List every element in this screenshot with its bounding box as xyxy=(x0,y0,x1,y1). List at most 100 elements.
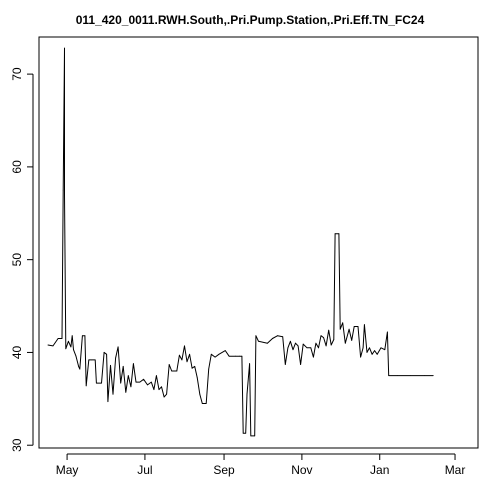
data-point xyxy=(339,328,341,330)
data-point xyxy=(210,353,212,355)
data-point xyxy=(323,337,324,338)
data-point xyxy=(245,432,247,434)
data-point xyxy=(199,393,201,395)
data-point xyxy=(362,347,364,349)
data-point xyxy=(107,401,109,402)
data-point xyxy=(189,353,191,355)
data-point xyxy=(313,356,314,358)
data-point xyxy=(191,367,193,369)
data-point xyxy=(139,381,141,383)
data-point xyxy=(110,365,111,366)
data-point xyxy=(342,322,344,324)
data-point xyxy=(371,353,373,355)
data-point xyxy=(64,194,65,196)
data-point xyxy=(351,340,353,341)
data-point xyxy=(153,389,155,390)
data-point xyxy=(57,338,59,339)
data-point xyxy=(242,432,244,434)
data-point xyxy=(297,345,299,347)
data-point xyxy=(315,342,317,344)
data-point xyxy=(250,435,252,437)
data-point xyxy=(295,342,296,344)
data-point xyxy=(186,361,188,363)
data-point xyxy=(306,347,308,349)
x-tick-label: Sep xyxy=(213,463,235,477)
data-point xyxy=(73,349,74,351)
data-point xyxy=(364,324,365,325)
x-tick-label: May xyxy=(56,463,79,477)
data-point xyxy=(325,345,327,347)
data-point xyxy=(176,370,178,372)
series-layer xyxy=(47,47,434,437)
data-point xyxy=(328,329,330,331)
data-point xyxy=(338,233,340,235)
data-point xyxy=(61,338,63,339)
data-point xyxy=(397,375,398,376)
data-point xyxy=(255,335,257,337)
data-point xyxy=(71,335,73,337)
data-point xyxy=(201,403,203,404)
data-point xyxy=(163,396,165,398)
data-point xyxy=(292,349,294,351)
data-point xyxy=(318,347,319,349)
data-point xyxy=(241,355,243,357)
data-point xyxy=(158,389,160,390)
data-point xyxy=(94,359,96,361)
data-point xyxy=(120,382,122,384)
data-point xyxy=(166,393,168,395)
data-point xyxy=(62,189,64,191)
data-point xyxy=(179,354,180,356)
data-point xyxy=(171,370,173,372)
x-tick-label: Jul xyxy=(137,463,152,477)
chart-title: 011_420_0011.RWH.South,.Pri.Pump.Station… xyxy=(76,13,425,27)
x-tick-label: Jan xyxy=(370,463,389,477)
data-point xyxy=(75,355,77,357)
data-point xyxy=(96,382,97,384)
data-point xyxy=(254,435,256,437)
data-point xyxy=(235,355,236,357)
data-point xyxy=(218,353,220,355)
data-point xyxy=(388,375,390,376)
data-point xyxy=(249,363,251,364)
data-point xyxy=(302,343,304,345)
data-point xyxy=(130,386,132,388)
data-point xyxy=(47,344,49,346)
data-point xyxy=(143,378,145,380)
data-point xyxy=(184,345,185,347)
data-point xyxy=(150,381,152,383)
data-point xyxy=(147,384,148,386)
data-point xyxy=(277,335,278,337)
y-axis: 30 40 50 60 70 xyxy=(10,67,34,452)
data-point xyxy=(267,342,268,344)
data-point xyxy=(125,391,127,393)
data-point xyxy=(70,346,72,348)
data-point xyxy=(239,355,240,357)
x-axis: May Jul Sep Nov Jan Mar xyxy=(56,453,466,477)
x-tick-label: Mar xyxy=(445,463,466,477)
data-point xyxy=(424,375,425,376)
data-point xyxy=(246,393,248,395)
data-point xyxy=(84,335,86,337)
data-point xyxy=(282,336,284,338)
data-point xyxy=(205,403,207,404)
y-tick-label: 30 xyxy=(10,438,24,452)
data-point xyxy=(310,347,312,349)
data-point xyxy=(196,377,198,378)
data-point xyxy=(181,359,183,361)
y-tick-label: 60 xyxy=(10,160,24,174)
series-line xyxy=(47,47,434,437)
data-point xyxy=(224,350,226,351)
data-point xyxy=(156,375,157,376)
data-point xyxy=(168,364,170,365)
data-point xyxy=(320,335,322,337)
data-point xyxy=(360,356,361,358)
data-point xyxy=(353,326,355,327)
data-point xyxy=(272,338,273,339)
data-point xyxy=(161,386,162,388)
data-point xyxy=(68,340,69,342)
data-point xyxy=(88,359,90,361)
data-point xyxy=(369,347,370,349)
